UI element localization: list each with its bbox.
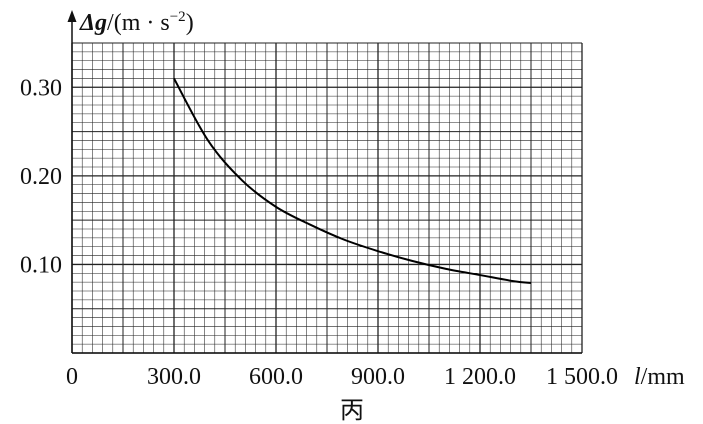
y-tick-label: 0.20 [20, 164, 62, 190]
x-tick-labels: 0 300.0 600.0 900.0 1 200.0 1 500.0 [66, 364, 618, 390]
y-tick-label: 0.30 [20, 75, 62, 101]
figure-caption: 丙 [340, 396, 364, 424]
y-tick-labels: 0.10 0.20 0.30 [20, 75, 62, 278]
x-tick-label: 600.0 [249, 364, 303, 390]
x-axis-variable: l [634, 364, 641, 390]
y-axis-variable: Δg [79, 10, 107, 36]
axes [67, 10, 582, 354]
grid-minor [72, 42, 582, 353]
x-tick-label: 1 500.0 [546, 364, 618, 390]
y-axis-label: Δg/(m · s−2) [79, 9, 194, 36]
y-axis-unit: /(m · s [107, 10, 170, 36]
curve-layer [173, 77, 532, 285]
y-axis-unit-close: ) [186, 10, 194, 36]
x-tick-label: 300.0 [147, 364, 201, 390]
x-tick-label: 900.0 [351, 364, 405, 390]
y-axis-unit-exponent: −2 [170, 9, 186, 25]
x-tick-label: 1 200.0 [444, 364, 516, 390]
x-axis-unit: /mm [641, 364, 685, 390]
y-tick-label: 0.10 [20, 252, 62, 278]
y-axis-arrow-icon [67, 10, 77, 22]
x-axis-label: l/mm [634, 364, 685, 390]
x-tick-label: 0 [66, 364, 78, 390]
data-curve [173, 77, 532, 285]
